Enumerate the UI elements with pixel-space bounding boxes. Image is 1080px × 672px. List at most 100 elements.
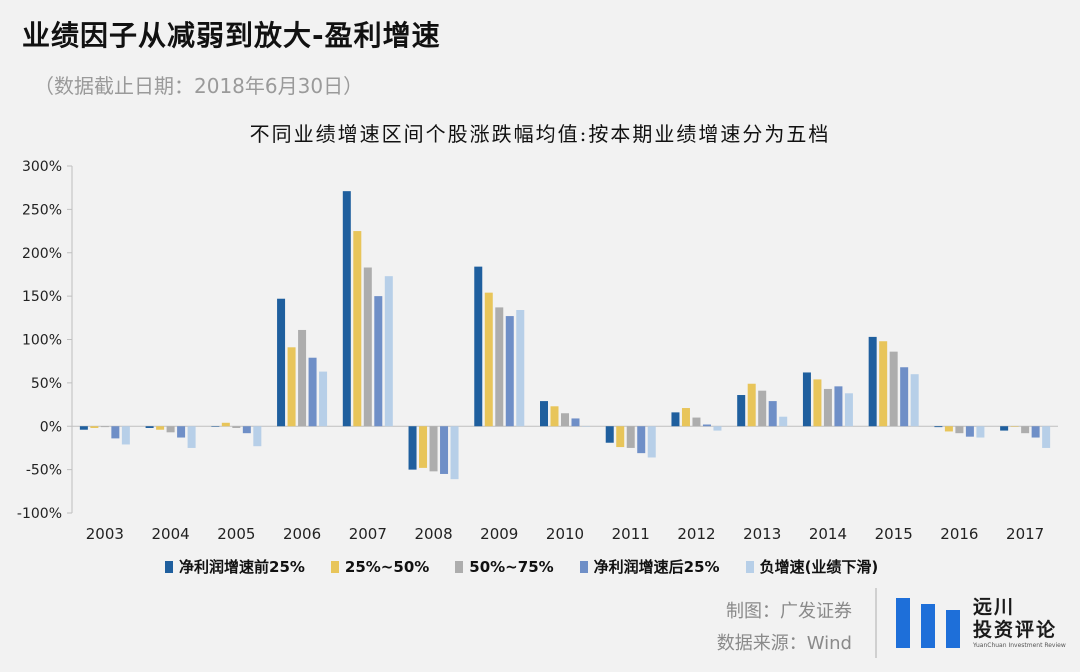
bar — [671, 412, 680, 427]
bar — [802, 372, 811, 427]
legend-item: 25%~50% — [330, 557, 430, 576]
bar — [156, 426, 165, 430]
bar — [419, 426, 428, 468]
x-tick-label: 2017 — [1006, 525, 1044, 543]
bar — [561, 413, 569, 427]
bar — [813, 379, 822, 427]
bar — [121, 426, 130, 445]
bar — [779, 416, 788, 427]
legend-label: 50%~75% — [469, 557, 554, 576]
y-tick-label: 150% — [22, 289, 62, 305]
bar — [713, 426, 722, 431]
legend-swatch — [455, 560, 464, 573]
bar — [363, 267, 372, 427]
y-tick-label: 50% — [31, 376, 62, 392]
bar — [702, 424, 711, 427]
x-tick-label: 2003 — [86, 525, 124, 543]
bar — [384, 276, 393, 427]
x-tick-label: 2004 — [152, 525, 190, 543]
bar — [298, 329, 307, 427]
bar — [879, 341, 888, 427]
legend-swatch — [330, 560, 339, 573]
bar — [910, 374, 919, 427]
bar — [550, 406, 559, 427]
legend-label: 净利润增速后25% — [593, 558, 720, 576]
bar — [177, 426, 186, 438]
logo-line2: 投资评论 — [973, 619, 1058, 641]
bar — [111, 426, 120, 439]
x-tick-label: 2015 — [875, 525, 913, 543]
chart-credit: 制图：广发证券 — [726, 601, 852, 622]
bar — [605, 426, 614, 443]
bar — [637, 426, 646, 454]
chart-legend: 净利润增速前25% 25%~50% 50%~75% 净利润增速后25% 负增速(… — [165, 556, 878, 577]
logo-wordmark: 远川 投资评论 YuanChuan Investment Review — [973, 596, 1066, 649]
bar — [540, 401, 548, 427]
x-tick-label: 2008 — [414, 525, 452, 543]
logo-english: YuanChuan Investment Review — [973, 642, 1066, 649]
bar — [79, 426, 88, 430]
bar — [868, 336, 877, 427]
bar — [692, 417, 701, 427]
bar — [308, 357, 317, 427]
logo-bar — [896, 598, 910, 648]
bar — [823, 388, 832, 427]
bar — [1021, 426, 1030, 434]
bar — [474, 266, 483, 427]
x-tick-label: 2009 — [480, 525, 518, 543]
bar — [681, 408, 690, 427]
x-tick-label: 2010 — [546, 525, 584, 543]
legend-label: 25%~50% — [344, 557, 430, 576]
bar — [889, 351, 898, 427]
x-tick-label: 2016 — [940, 525, 978, 543]
bar — [242, 426, 251, 434]
bar — [582, 426, 590, 427]
bar — [758, 390, 767, 427]
legend-item: 净利润增速后25% — [579, 556, 720, 577]
data-source: 数据来源：Wind — [716, 633, 852, 654]
bar — [768, 401, 777, 427]
yuanchuan-logo-icon — [896, 598, 960, 648]
bar — [353, 231, 362, 427]
bar — [1042, 426, 1051, 448]
legend-label: 净利润增速前25% — [179, 558, 305, 576]
bar — [484, 292, 493, 427]
bar — [844, 393, 853, 427]
y-tick-label: -50% — [26, 463, 62, 479]
x-tick-label: 2006 — [283, 525, 321, 543]
chart-title: 不同业绩增速区间个股涨跌幅均值:按本期业绩增速分为五档 — [249, 122, 831, 146]
bar — [145, 426, 154, 428]
y-tick-label: 250% — [22, 202, 62, 218]
bar — [647, 426, 656, 458]
legend-swatch — [579, 560, 588, 573]
bar — [342, 191, 351, 427]
bar — [100, 426, 109, 428]
bar — [737, 395, 746, 427]
bar — [374, 296, 383, 427]
bar — [287, 347, 296, 427]
bar — [187, 426, 196, 448]
y-tick-label: 300% — [22, 159, 62, 175]
bar — [495, 307, 504, 427]
bar — [429, 426, 438, 472]
logo-bar — [921, 604, 935, 648]
bar — [319, 371, 328, 427]
bar — [253, 426, 262, 447]
bar — [450, 426, 459, 480]
page-title: 业绩因子从减弱到放大-盈利增速 — [22, 19, 441, 52]
x-tick-label: 2011 — [612, 525, 650, 543]
x-tick-label: 2007 — [349, 525, 387, 543]
legend-item: 净利润增速前25% — [165, 556, 305, 577]
bar — [1031, 426, 1040, 438]
x-tick-label: 2012 — [677, 525, 715, 543]
bar — [571, 418, 580, 427]
x-tick-label: 2005 — [217, 525, 255, 543]
bar — [626, 426, 635, 448]
data-cutoff-subtitle: （数据截止日期：2018年6月30日） — [34, 74, 364, 98]
bar — [277, 298, 286, 427]
bar — [616, 426, 625, 448]
legend-swatch — [165, 560, 173, 573]
y-tick-label: 200% — [22, 246, 62, 262]
footer-divider — [875, 588, 877, 658]
bar — [440, 426, 449, 474]
